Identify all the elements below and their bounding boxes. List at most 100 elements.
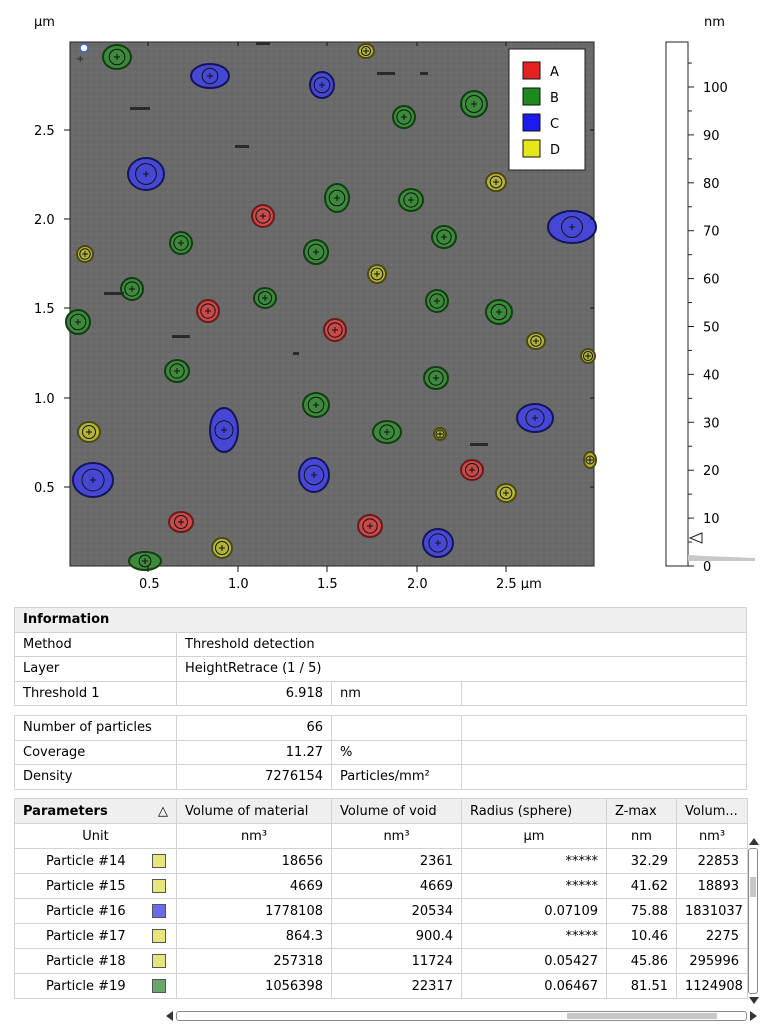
particle-value-cell: 2361 bbox=[331, 848, 462, 874]
particle-value-cell: 75.88 bbox=[606, 898, 677, 924]
scroll-up-arrow-icon[interactable] bbox=[749, 838, 759, 845]
particle-value-cell: 1056398 bbox=[176, 973, 332, 999]
legend-label: A bbox=[550, 65, 559, 80]
particle-value-cell: 2275 bbox=[676, 923, 748, 949]
particle-d[interactable] bbox=[367, 264, 387, 284]
column-header[interactable]: Radius (sphere) bbox=[461, 798, 607, 824]
particle-c[interactable] bbox=[422, 528, 454, 558]
stat-value: 7276154 bbox=[176, 764, 332, 790]
parameters-body: Particle #14 18656 2361 ***** 32.29 22853 Part… bbox=[14, 848, 748, 999]
particle-b[interactable] bbox=[164, 359, 190, 383]
afm-image-panel: µm + 0.5 1.0 1.5 2.0 2.5 µm bbox=[34, 15, 755, 590]
particle-c[interactable] bbox=[72, 462, 114, 498]
particle-b[interactable] bbox=[431, 225, 457, 249]
threshold-marker-icon[interactable] bbox=[688, 532, 703, 544]
particle-b[interactable] bbox=[303, 239, 329, 265]
particle-b[interactable] bbox=[460, 90, 488, 118]
parameters-header[interactable]: Parameters △ bbox=[14, 798, 177, 824]
particle-c[interactable] bbox=[190, 63, 230, 89]
z-tick-label: 80 bbox=[703, 177, 720, 192]
particle-row[interactable]: Particle #14 18656 2361 ***** 32.29 22853 bbox=[14, 848, 748, 874]
particle-d[interactable] bbox=[433, 427, 447, 441]
scan-artefact bbox=[377, 72, 395, 75]
particle-c[interactable] bbox=[309, 71, 335, 99]
stat-value: 11.27 bbox=[176, 739, 332, 765]
sort-ascending-icon[interactable]: △ bbox=[158, 803, 168, 819]
column-header[interactable]: Volume of material bbox=[176, 798, 332, 824]
particle-name-cell[interactable]: Particle #17 bbox=[14, 923, 177, 949]
particle-a[interactable] bbox=[251, 204, 275, 228]
particle-d[interactable] bbox=[77, 421, 101, 443]
particle-c[interactable] bbox=[547, 210, 597, 244]
particle-b[interactable] bbox=[302, 392, 330, 418]
particle-c[interactable] bbox=[209, 407, 239, 453]
particle-b[interactable] bbox=[65, 309, 91, 335]
stat-value: 66 bbox=[176, 715, 332, 741]
column-header[interactable]: Volume of void bbox=[331, 798, 462, 824]
particle-d[interactable] bbox=[583, 451, 597, 469]
particle-row[interactable]: Particle #15 4669 4669 ***** 41.62 18893 bbox=[14, 873, 748, 899]
scan-artefact bbox=[172, 335, 190, 338]
particle-b[interactable] bbox=[128, 551, 162, 571]
particle-b[interactable] bbox=[169, 231, 193, 255]
scroll-left-arrow-icon[interactable] bbox=[166, 1011, 173, 1021]
column-header[interactable]: Volum... bbox=[676, 798, 748, 824]
particle-c[interactable] bbox=[298, 457, 330, 493]
particle-row[interactable]: Particle #18 257318 11724 0.05427 45.86 29599… bbox=[14, 948, 748, 974]
particle-c[interactable] bbox=[516, 403, 554, 433]
particle-d[interactable] bbox=[76, 245, 94, 263]
horizontal-scrollbar[interactable] bbox=[166, 1010, 760, 1022]
particle-name-cell[interactable]: Particle #14 bbox=[14, 848, 177, 874]
particle-b[interactable] bbox=[253, 287, 277, 309]
particle-a[interactable] bbox=[460, 459, 484, 481]
legend-swatch-c[interactable] bbox=[522, 113, 541, 132]
particle-name-cell[interactable]: Particle #16 bbox=[14, 898, 177, 924]
legend-swatch-d[interactable] bbox=[522, 139, 541, 158]
particle-b[interactable] bbox=[425, 289, 449, 313]
hscroll-thumb[interactable] bbox=[567, 1013, 717, 1019]
particle-row[interactable]: Particle #17 864.3 900.4 ***** 10.46 2275 bbox=[14, 923, 748, 949]
particle-b[interactable] bbox=[392, 105, 416, 129]
particles-layer bbox=[65, 42, 597, 571]
particle-d[interactable] bbox=[357, 43, 375, 59]
particle-b[interactable] bbox=[372, 420, 402, 444]
particle-d[interactable] bbox=[580, 348, 596, 364]
particle-a[interactable] bbox=[196, 299, 220, 323]
particle-row[interactable]: Particle #16 1778108 20534 0.07109 75.88 1831… bbox=[14, 898, 748, 924]
legend-swatch-a[interactable] bbox=[522, 61, 541, 80]
origin-marker-icon[interactable]: + bbox=[76, 43, 89, 65]
particle-b[interactable] bbox=[324, 183, 350, 213]
particle-a[interactable] bbox=[168, 511, 194, 533]
particle-d[interactable] bbox=[526, 332, 546, 350]
vertical-scrollbar[interactable] bbox=[747, 838, 761, 1004]
info-value[interactable]: 6.918 bbox=[176, 680, 332, 706]
particle-c[interactable] bbox=[127, 157, 165, 191]
scrollbar-thumb[interactable] bbox=[750, 877, 756, 897]
particle-b[interactable] bbox=[102, 44, 132, 70]
scroll-down-arrow-icon[interactable] bbox=[749, 997, 759, 1004]
particle-d[interactable] bbox=[495, 483, 517, 503]
particle-name-cell[interactable]: Particle #18 bbox=[14, 948, 177, 974]
particle-value-cell: 1124908 bbox=[676, 973, 748, 999]
particle-value-cell: ***** bbox=[461, 873, 607, 899]
particle-name-cell[interactable]: Particle #15 bbox=[14, 873, 177, 899]
particle-a[interactable] bbox=[357, 514, 383, 538]
scroll-right-arrow-icon[interactable] bbox=[750, 1011, 757, 1021]
y-tick-label: 1.0 bbox=[34, 392, 55, 407]
particle-d[interactable] bbox=[485, 172, 507, 192]
particle-a[interactable] bbox=[323, 318, 347, 342]
particle-b[interactable] bbox=[485, 299, 513, 325]
info-empty bbox=[461, 680, 747, 706]
hscroll-track[interactable] bbox=[176, 1011, 747, 1021]
particle-b[interactable] bbox=[120, 277, 144, 301]
column-header[interactable]: Z-max bbox=[606, 798, 677, 824]
particle-d[interactable] bbox=[211, 537, 233, 559]
scrollbar-track[interactable] bbox=[748, 848, 758, 994]
particle-value-cell: 1831037 bbox=[676, 898, 748, 924]
legend-swatch-b[interactable] bbox=[522, 87, 541, 106]
particle-row[interactable]: Particle #19 1056398 22317 0.06467 81.51 1124… bbox=[14, 973, 748, 999]
particle-name-cell[interactable]: Particle #19 bbox=[14, 973, 177, 999]
particle-b[interactable] bbox=[398, 188, 424, 212]
particle-b[interactable] bbox=[423, 366, 449, 390]
